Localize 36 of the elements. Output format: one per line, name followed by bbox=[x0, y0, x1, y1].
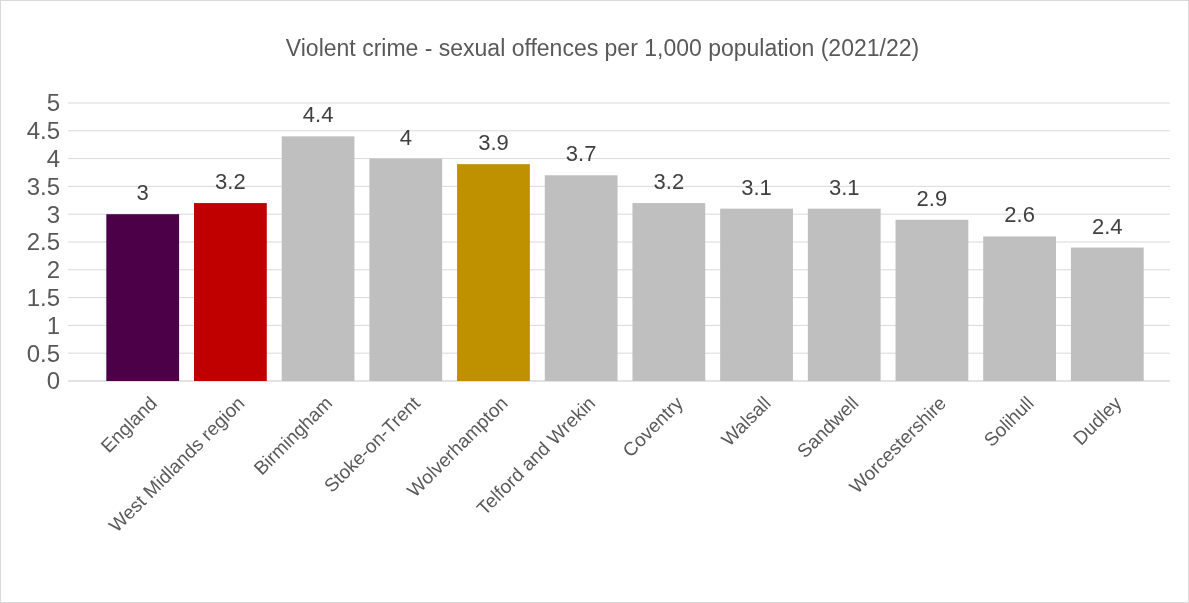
y-tick-label: 1 bbox=[46, 311, 60, 339]
bar bbox=[457, 164, 530, 381]
data-label: 3.9 bbox=[478, 130, 509, 156]
y-tick-label: 3.5 bbox=[26, 172, 60, 200]
y-tick-label: 5 bbox=[46, 89, 60, 117]
y-tick-label: 4 bbox=[46, 145, 60, 172]
y-tick-label: 3 bbox=[46, 200, 60, 228]
bar bbox=[106, 214, 180, 381]
chart-title: Violent crime - sexual offences per 1,000 population (2021/22) bbox=[285, 35, 920, 61]
bar bbox=[983, 236, 1056, 381]
data-label: 3.2 bbox=[653, 169, 685, 195]
bar bbox=[895, 219, 969, 381]
data-label: 3.1 bbox=[828, 174, 860, 200]
bar bbox=[807, 208, 881, 381]
bar bbox=[1070, 247, 1144, 381]
bar bbox=[369, 158, 443, 381]
y-tick-label: 2.5 bbox=[26, 228, 60, 256]
data-label: 2.6 bbox=[1004, 202, 1035, 228]
data-label: 3.7 bbox=[565, 141, 597, 167]
y-tick-label: 0 bbox=[46, 367, 60, 395]
data-label: 3.1 bbox=[741, 174, 772, 200]
data-label: 4.4 bbox=[302, 102, 334, 128]
data-label: 2.4 bbox=[1092, 213, 1123, 239]
y-tick-label: 0.5 bbox=[26, 339, 60, 367]
bar bbox=[720, 208, 793, 381]
y-tick-label: 2 bbox=[46, 256, 60, 284]
data-label: 4 bbox=[399, 124, 412, 150]
bar bbox=[194, 203, 267, 381]
data-label: 3.2 bbox=[215, 169, 246, 195]
data-label: 3 bbox=[136, 180, 149, 206]
data-label: 2.9 bbox=[916, 185, 948, 211]
bar bbox=[281, 136, 355, 381]
bar bbox=[544, 175, 618, 381]
bar bbox=[632, 203, 706, 381]
y-tick-label: 1.5 bbox=[26, 284, 60, 311]
y-tick-label: 4.5 bbox=[26, 117, 60, 145]
